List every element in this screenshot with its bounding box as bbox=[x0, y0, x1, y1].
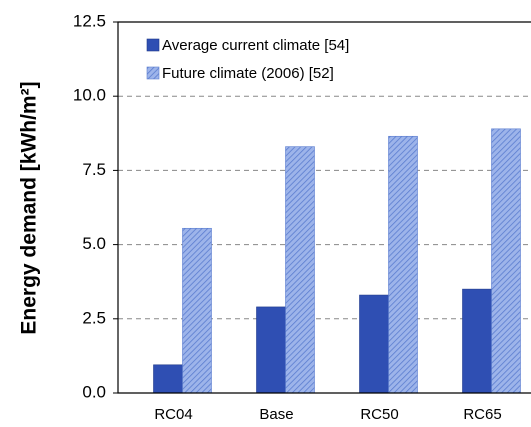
bar bbox=[182, 227, 212, 394]
bar bbox=[388, 135, 418, 394]
legend-label: Average current climate [54] bbox=[162, 37, 349, 54]
bar bbox=[285, 146, 315, 394]
frame bbox=[113, 21, 531, 394]
x-tick-label: RC65 bbox=[463, 406, 501, 423]
legend-label: Future climate (2006) [52] bbox=[162, 65, 334, 82]
axis-frame bbox=[117, 21, 531, 394]
y-tick-label: 12.5 bbox=[73, 11, 106, 30]
legend: Average current climate [54] Future clima… bbox=[146, 37, 349, 82]
y-axis-label: Energy demand [kWh/m²] bbox=[18, 81, 41, 334]
y-tick-label: 5.0 bbox=[82, 234, 106, 253]
x-tick-label: RC04 bbox=[154, 406, 192, 423]
y-tick-label: 0.0 bbox=[82, 382, 106, 401]
x-tick-label: Base bbox=[259, 406, 293, 423]
y-tick-label: 2.5 bbox=[82, 308, 106, 327]
bars bbox=[153, 128, 521, 394]
bar bbox=[256, 306, 286, 394]
legend-swatch bbox=[146, 38, 160, 52]
bar bbox=[153, 364, 183, 394]
x-tick-label: RC50 bbox=[360, 406, 398, 423]
legend-swatch bbox=[146, 66, 160, 80]
grid bbox=[118, 95, 531, 320]
labels: 0.0 2.5 5.0 7.5 10.0 12.5 RC04 Base RC50 RC65 bbox=[73, 11, 502, 422]
y-tick-label: 10.0 bbox=[73, 86, 106, 105]
bar bbox=[462, 288, 492, 394]
y-tick-label: 7.5 bbox=[82, 160, 106, 179]
bar bbox=[359, 294, 389, 394]
bar bbox=[491, 128, 521, 394]
